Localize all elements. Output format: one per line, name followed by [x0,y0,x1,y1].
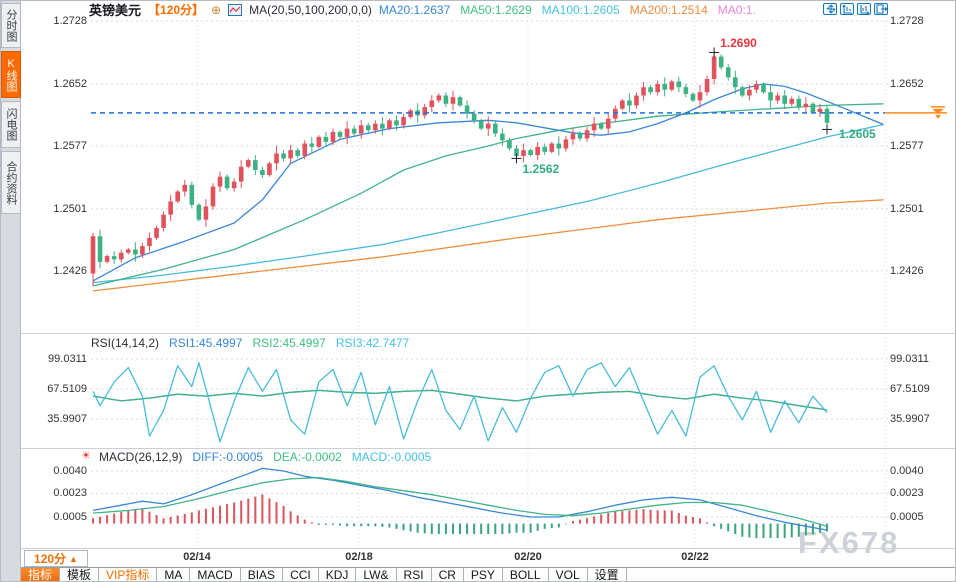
indicator-alert-icon[interactable]: ☀ [81,450,91,462]
toolbar-tab-设置[interactable]: 设置 [588,568,627,581]
price-axis-label: 1.2501 [890,202,924,215]
rsi-axis-label: 35.9907 [890,413,930,425]
toolbar-tab-VOL[interactable]: VOL [549,568,588,581]
price-axis-label: 1.2728 [890,15,924,27]
toolbar-tab-BIAS[interactable]: BIAS [241,568,284,581]
pan-crosshair-icon[interactable] [823,3,837,15]
toolbar-tab-RSI[interactable]: RSI [397,568,432,581]
macd-axis-label: 0.0005 [890,511,924,523]
date-axis-label: 02/20 [514,551,542,563]
pane-divider [21,448,955,449]
period-selector-label: 120分 [34,552,67,566]
watermark: FX678 [798,525,900,560]
macd-pane-header: MACD(26,12,9) DIFF:-0.0005 DEA:-0.0002 MAC… [99,450,431,464]
rsi-axis-label: 35.9907 [47,413,87,425]
rsi-pane-header: RSI(14,14,2) RSI1:45.4997 RSI2:45.4997 RSI… [91,336,409,350]
toolbar-tab-BOLL[interactable]: BOLL [503,568,549,581]
toolbar-tab-CCI[interactable]: CCI [283,568,319,581]
sidebar-tab-kline-chart[interactable]: K线图 [1,51,21,98]
ma-value-readout: MA50:1.2629 [460,2,532,17]
date-axis-label: 02/22 [681,551,709,563]
period-selector[interactable]: 120分 ▲ [24,550,88,567]
exit-chart-icon[interactable] [874,3,888,15]
ma-value-readout: MA200:1.2514 [629,2,708,17]
price-axis-label: 1.2652 [53,77,87,90]
date-axis-label: 02/14 [183,551,211,563]
sidebar-tab-contract-info[interactable]: 合约资料 [1,151,21,214]
low-price-annotation: 1.2562 [522,162,560,177]
price-axis-label: 1.2501 [53,202,87,215]
price-axis-label: 1.2426 [890,265,924,277]
add-indicator-icon[interactable]: ⊕ [211,2,222,17]
chart-window-controls [823,3,888,15]
price-axis-label: 1.2652 [890,77,924,90]
pane-divider [21,548,955,549]
macd-formula: MACD(26,12,9) [99,450,183,464]
toolbar-tab-CR[interactable]: CR [432,568,464,581]
date-axis-label: 02/18 [345,551,373,563]
period-label: 【120分】 [148,3,205,17]
ma-value-readout: MA20:1.2637 [378,2,451,17]
rsi-axis-label: 67.5109 [890,383,930,395]
toolbar-tab-指标[interactable]: 指标 [21,568,61,581]
high-price-annotation: 1.2690 [720,36,757,51]
chart-type-icon[interactable] [228,3,243,16]
macd-axis-label: 0.0040 [53,465,87,477]
ma-formula: MA(20,50,100,200,0,0) [249,2,372,17]
price-axis-label: 1.2577 [890,140,924,152]
toolbar-tab-MA[interactable]: MA [157,568,191,581]
price-axis-label: 1.2577 [53,140,87,152]
indicator-toolbar: 指标 模板 VIP指标 MA MACD BIAS CCI KDJ LW& RSI CR PSY BOLL… [21,567,955,581]
toolbar-tab-模板[interactable]: 模板 [60,568,100,581]
sidebar: 分时图 K线图闪电图合约资料 [1,1,21,581]
macd-value-readout: MACD:-0.0005 [351,450,432,464]
rsi-value-readout: RSI1:45.4997 [169,336,243,350]
rsi-axis-label: 67.5109 [47,383,87,395]
macd-axis-label: 0.0040 [890,465,924,477]
macd-axis-label: 0.0023 [53,487,87,500]
price-axis-label: 1.2426 [53,265,87,277]
toolbar-tab-KDJ[interactable]: KDJ [319,568,357,581]
toolbar-tab-LW&[interactable]: LW& [356,568,397,581]
rsi-formula: RSI(14,14,2) [91,336,160,350]
period-selector-arrow-icon: ▲ [69,553,78,564]
toolbar-tab-VIP指标[interactable]: VIP指标 [99,568,158,581]
pane-divider [21,333,955,334]
toolbar-tab-MACD[interactable]: MACD [190,568,241,581]
ma-value-readout: MA0:1. [717,2,756,17]
chart-header: 英镑美元 【120分】 ⊕ MA(20,50,100,200,0,0) MA20… [89,2,756,19]
macd-value-readout: DEA:-0.0002 [273,450,342,464]
symbol-title: 英镑美元 [89,3,142,18]
rsi-value-readout: RSI2:45.4997 [252,336,326,350]
macd-value-readout: DIFF:-0.0005 [192,450,264,464]
candles [90,52,830,286]
ma-value-readout: MA100:1.2605 [541,2,620,17]
rsi-axis-label: 99.0311 [890,353,929,365]
y-axis-scale-icon[interactable] [840,3,854,15]
toolbar-tab-PSY[interactable]: PSY [464,568,503,581]
last-price-annotation: 1.2605 [839,127,876,142]
price-axis-label: 1.2728 [53,15,87,27]
macd-axis-label: 0.0005 [53,511,87,523]
rsi-axis-label: 99.0311 [48,353,87,365]
sidebar-tab-flash-chart[interactable]: 闪电图 [1,101,21,148]
sidebar-tab-time-chart[interactable]: 分时图 [1,3,21,48]
rsi-value-readout: RSI3:42.7477 [335,336,410,350]
x-axis-scale-icon[interactable] [857,3,871,15]
macd-axis-label: 0.0023 [890,487,924,500]
